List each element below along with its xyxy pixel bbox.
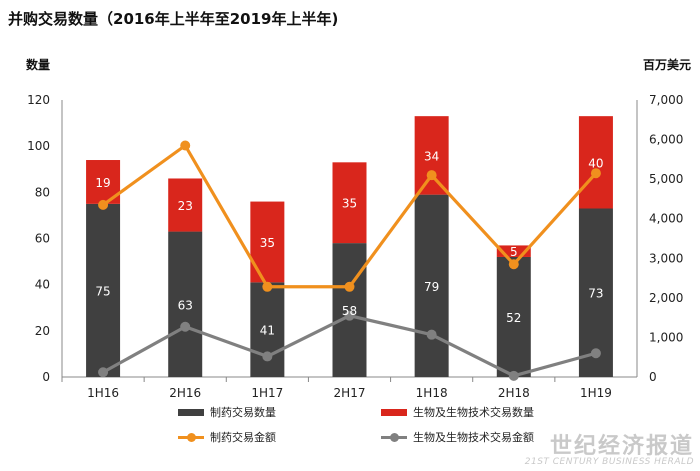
legend-item-pharma-value: 制药交易金额 [178, 429, 276, 445]
legend-swatch-biotech-value [381, 432, 407, 442]
legend-item-pharma-count: 制药交易数量 [178, 404, 276, 420]
right-tick-label: 4,000 [649, 212, 683, 226]
right-tick-label: 2,000 [649, 291, 683, 305]
x-tick-label: 2H16 [169, 386, 201, 400]
legend-swatch-biotech-count [381, 408, 407, 416]
x-tick-label: 1H19 [580, 386, 612, 400]
legend-label: 生物及生物技术交易数量 [413, 406, 534, 419]
line-biotech-value-point [180, 321, 191, 332]
left-axis-unit: 数量 [26, 58, 51, 72]
line-pharma-value-point [590, 168, 601, 179]
data-label-pharma-count: 52 [506, 311, 521, 325]
right-tick-label: 7,000 [649, 93, 683, 107]
left-tick-label: 60 [35, 232, 50, 246]
x-tick-label: 1H18 [416, 386, 448, 400]
x-tick-label: 1H17 [251, 386, 283, 400]
right-tick-label: 0 [649, 370, 657, 384]
line-biotech-value-point [344, 310, 355, 321]
left-tick-label: 100 [27, 139, 50, 153]
watermark-cn: 世纪经济报道 [549, 434, 694, 459]
right-axis-unit: 百万美元 [643, 58, 692, 72]
line-pharma-value-point [508, 259, 519, 270]
right-tick-label: 6,000 [649, 133, 683, 147]
legend-label: 制药交易数量 [210, 406, 276, 419]
bar-pharma-count [86, 203, 121, 377]
bar-biotech-count [578, 116, 613, 209]
bar-biotech-count [414, 116, 449, 195]
bar-pharma-count [414, 194, 449, 377]
line-biotech-value-point [98, 367, 109, 378]
bar-biotech-count [168, 178, 203, 232]
data-label-biotech-count: 23 [178, 199, 193, 213]
watermark: 世纪经济报道 21ST CENTURY BUSINESS HERALD [525, 436, 694, 467]
x-tick-label: 1H16 [87, 386, 119, 400]
watermark-en: 21ST CENTURY BUSINESS HERALD [524, 457, 694, 467]
legend-label: 生物及生物技术交易金额 [413, 431, 534, 444]
legend-item-biotech-count: 生物及生物技术交易数量 [381, 404, 534, 420]
data-label-pharma-count: 41 [260, 324, 275, 338]
bar-biotech-count [332, 162, 367, 244]
line-biotech-value-point [262, 351, 273, 362]
legend-item-biotech-value: 生物及生物技术交易金额 [381, 429, 534, 445]
data-label-biotech-count: 35 [342, 197, 357, 211]
x-tick-label: 2H18 [498, 386, 530, 400]
left-tick-label: 0 [42, 370, 50, 384]
legend-label: 制药交易金额 [210, 431, 276, 444]
line-biotech-value-point [426, 329, 437, 340]
data-label-pharma-count: 58 [342, 304, 357, 318]
data-label-pharma-count: 63 [178, 298, 193, 312]
line-biotech-value-point [508, 370, 519, 381]
bar-pharma-count [332, 243, 367, 377]
left-tick-label: 120 [27, 93, 50, 107]
data-label-biotech-count: 34 [424, 149, 439, 163]
line-biotech-value-point [590, 348, 601, 359]
line-pharma-value-point [180, 140, 191, 151]
data-label-pharma-count: 73 [588, 287, 603, 301]
legend-swatch-pharma-value [178, 432, 204, 442]
right-tick-label: 5,000 [649, 172, 683, 186]
data-label-biotech-count: 5 [510, 245, 518, 259]
bar-biotech-count [496, 245, 531, 257]
left-tick-label: 80 [35, 185, 50, 199]
x-tick-label: 2H17 [334, 386, 366, 400]
right-tick-label: 1,000 [649, 330, 683, 344]
data-label-biotech-count: 35 [260, 236, 275, 250]
left-tick-label: 40 [35, 278, 50, 292]
line-pharma-value-point [262, 281, 273, 292]
data-label-pharma-count: 75 [95, 284, 110, 298]
line-pharma-value-point [426, 170, 437, 181]
bar-pharma-count [496, 256, 531, 377]
left-tick-label: 20 [35, 324, 50, 338]
right-tick-label: 3,000 [649, 251, 683, 265]
data-label-pharma-count: 79 [424, 280, 439, 294]
line-pharma-value-point [98, 199, 109, 210]
bar-pharma-count [168, 231, 203, 377]
legend-swatch-pharma-count [178, 408, 204, 416]
data-label-biotech-count: 19 [95, 176, 110, 190]
chart-title: 并购交易数量（2016年上半年至2019年上半年) [8, 10, 339, 28]
line-pharma-value-point [344, 281, 355, 292]
data-label-biotech-count: 40 [588, 156, 603, 170]
